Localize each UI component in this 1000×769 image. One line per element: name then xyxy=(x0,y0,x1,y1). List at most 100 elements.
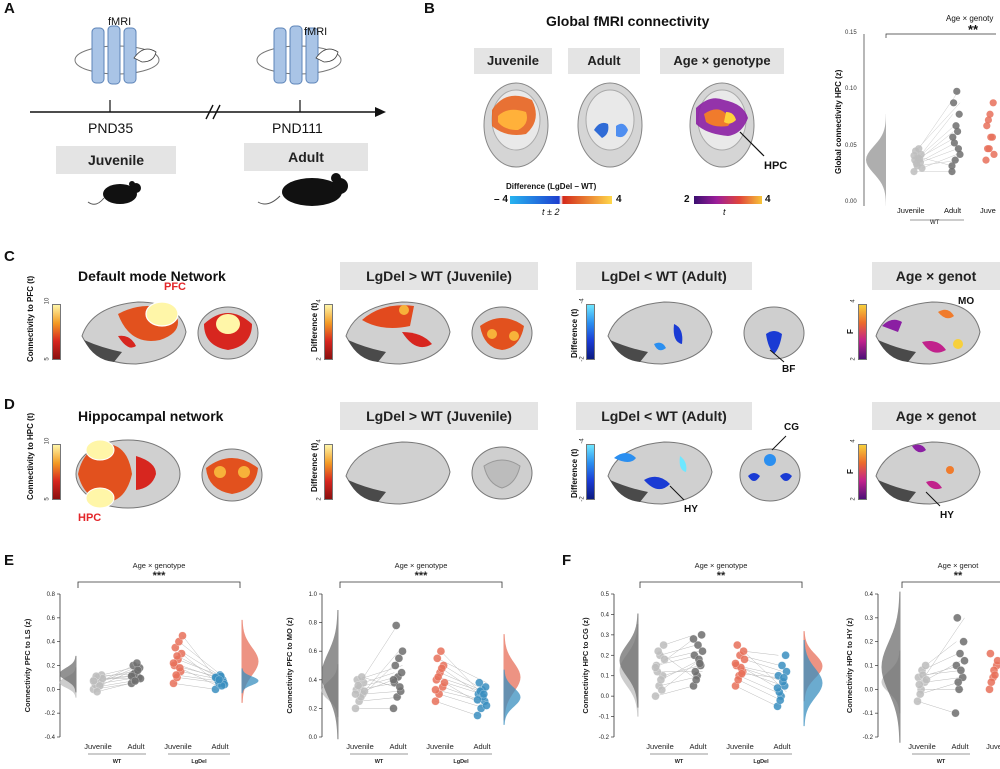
brain-sagittal-dmn-image xyxy=(81,301,187,365)
brain-axial-interaction-image xyxy=(689,82,755,168)
chart-b-ytick-3: 0.00 xyxy=(845,199,857,205)
distribution-left-adult xyxy=(881,591,901,743)
group-label: LgDel xyxy=(453,759,469,765)
y-axis-label: Connectivity PFC to MO (z) xyxy=(285,617,294,714)
brain-sagittal-c-juv-image xyxy=(345,301,451,365)
data-point xyxy=(695,659,704,668)
data-point xyxy=(913,697,922,706)
pair-line xyxy=(443,665,479,688)
data-point xyxy=(175,663,184,673)
distribution-right-adult xyxy=(803,639,823,727)
x-tick-label: Adult xyxy=(951,742,969,751)
data-point xyxy=(776,696,785,705)
brain-sagittal-d-adult-image xyxy=(607,441,713,505)
distribution-right-adult xyxy=(241,668,259,694)
data-point xyxy=(953,613,962,622)
data-point xyxy=(172,670,181,680)
data-point xyxy=(697,630,706,640)
data-point xyxy=(986,649,995,658)
pair-line xyxy=(176,674,220,682)
significance-stars: *** xyxy=(153,570,167,582)
pnd-label-1: PND35 xyxy=(88,120,134,136)
pair-line xyxy=(919,617,965,685)
data-point xyxy=(987,678,996,687)
y-axis-label: Connectivity HPC to HY (z) xyxy=(845,617,854,713)
panel-label-a: A xyxy=(4,0,15,17)
y-tick-label: 0.4 xyxy=(47,640,56,646)
y-tick-label: 0.6 xyxy=(309,649,318,655)
data-point xyxy=(698,647,707,656)
hy-label-1: HY xyxy=(684,504,698,515)
y-tick-label: 0.3 xyxy=(601,633,610,639)
data-point xyxy=(178,631,187,640)
hpc-pointer-line xyxy=(739,131,765,157)
data-point xyxy=(433,654,442,663)
pair-line xyxy=(925,641,957,666)
pair-line xyxy=(655,685,694,697)
data-point xyxy=(659,640,668,650)
pair-line xyxy=(738,679,782,701)
pair-line xyxy=(919,131,954,160)
y-tick-label: 0.2 xyxy=(865,640,874,646)
c-colorbar-3 xyxy=(586,304,595,360)
data-point xyxy=(954,678,963,687)
data-point xyxy=(916,689,925,699)
brain-sagittal-c-adult-image xyxy=(607,301,713,365)
x-tick-label: Juvenile xyxy=(84,742,112,751)
brain-sagittal-d-juv-image xyxy=(345,441,451,505)
pair-line xyxy=(659,644,697,656)
y-tick-label: 0.0 xyxy=(309,735,318,741)
pair-line xyxy=(920,681,960,695)
cbar2-max: 4 xyxy=(765,194,771,205)
significance-stars: ** xyxy=(717,570,726,582)
data-point xyxy=(431,685,440,694)
pnd-label-2: PND111 xyxy=(272,120,323,136)
pair-line xyxy=(655,638,694,668)
data-point xyxy=(773,683,782,693)
chart-title: Age × genot xyxy=(938,561,980,570)
bf-label: BF xyxy=(782,364,796,375)
cg-pointer-line xyxy=(771,435,787,451)
mouse-adult-icon xyxy=(257,173,348,206)
panel-b-box-age-genotype: Age × genotype xyxy=(660,48,784,74)
group-label: WT xyxy=(937,759,946,765)
y-axis-label: Connectivity PFC to LS (z) xyxy=(23,618,32,712)
pair-line xyxy=(439,672,481,691)
c-cbar4-min: 2 xyxy=(850,357,857,361)
pair-line xyxy=(364,651,400,692)
mri-scanner-icon-2 xyxy=(256,25,342,85)
d-cbar1-min: 5 xyxy=(44,497,51,501)
data-point xyxy=(351,704,360,713)
x-tick-label: Juvenile xyxy=(346,742,374,751)
data-point xyxy=(781,651,790,660)
chart-b-ytick-2: 0.05 xyxy=(845,143,857,149)
data-point xyxy=(479,689,488,699)
data-point xyxy=(950,99,958,107)
brain-coronal-c-adult-image xyxy=(743,306,805,360)
x-tick-label: Juve xyxy=(986,742,1000,751)
data-point xyxy=(440,678,449,687)
panel-b-title: Global fMRI connectivity xyxy=(546,13,710,29)
data-point xyxy=(473,695,482,704)
x-tick-label: Juvenile xyxy=(426,742,454,751)
panel-label-c: C xyxy=(4,248,15,265)
y-tick-label: -0.1 xyxy=(599,715,610,721)
chart-f1-plot: 0.5 0.4 0.3 0.2 0.1 0.0 -0.1 -0.2 Connectivity H… xyxy=(581,561,823,765)
c-cbar2-max: 4 xyxy=(316,299,323,303)
data-point xyxy=(357,672,366,682)
x-tick-label: Juvenile xyxy=(726,742,754,751)
data-point xyxy=(657,685,666,695)
data-point xyxy=(950,139,958,147)
data-point xyxy=(692,675,701,684)
cbar2-min: 2 xyxy=(684,194,690,205)
data-point xyxy=(656,675,666,684)
panel-label-e: E xyxy=(4,552,15,569)
group-label: WT xyxy=(113,759,122,765)
chart-e1-plot: 0.8 0.6 0.4 0.2 0.0 -0.2 -0.4 Connectivity PFC … xyxy=(23,561,259,765)
d-cbar4-label: F xyxy=(846,469,855,474)
pair-line xyxy=(924,677,962,683)
brain-coronal-c-juv-image xyxy=(471,306,533,360)
data-point xyxy=(360,687,369,696)
d-colorbar-2 xyxy=(324,444,333,500)
group-label: LgDel xyxy=(191,759,207,765)
